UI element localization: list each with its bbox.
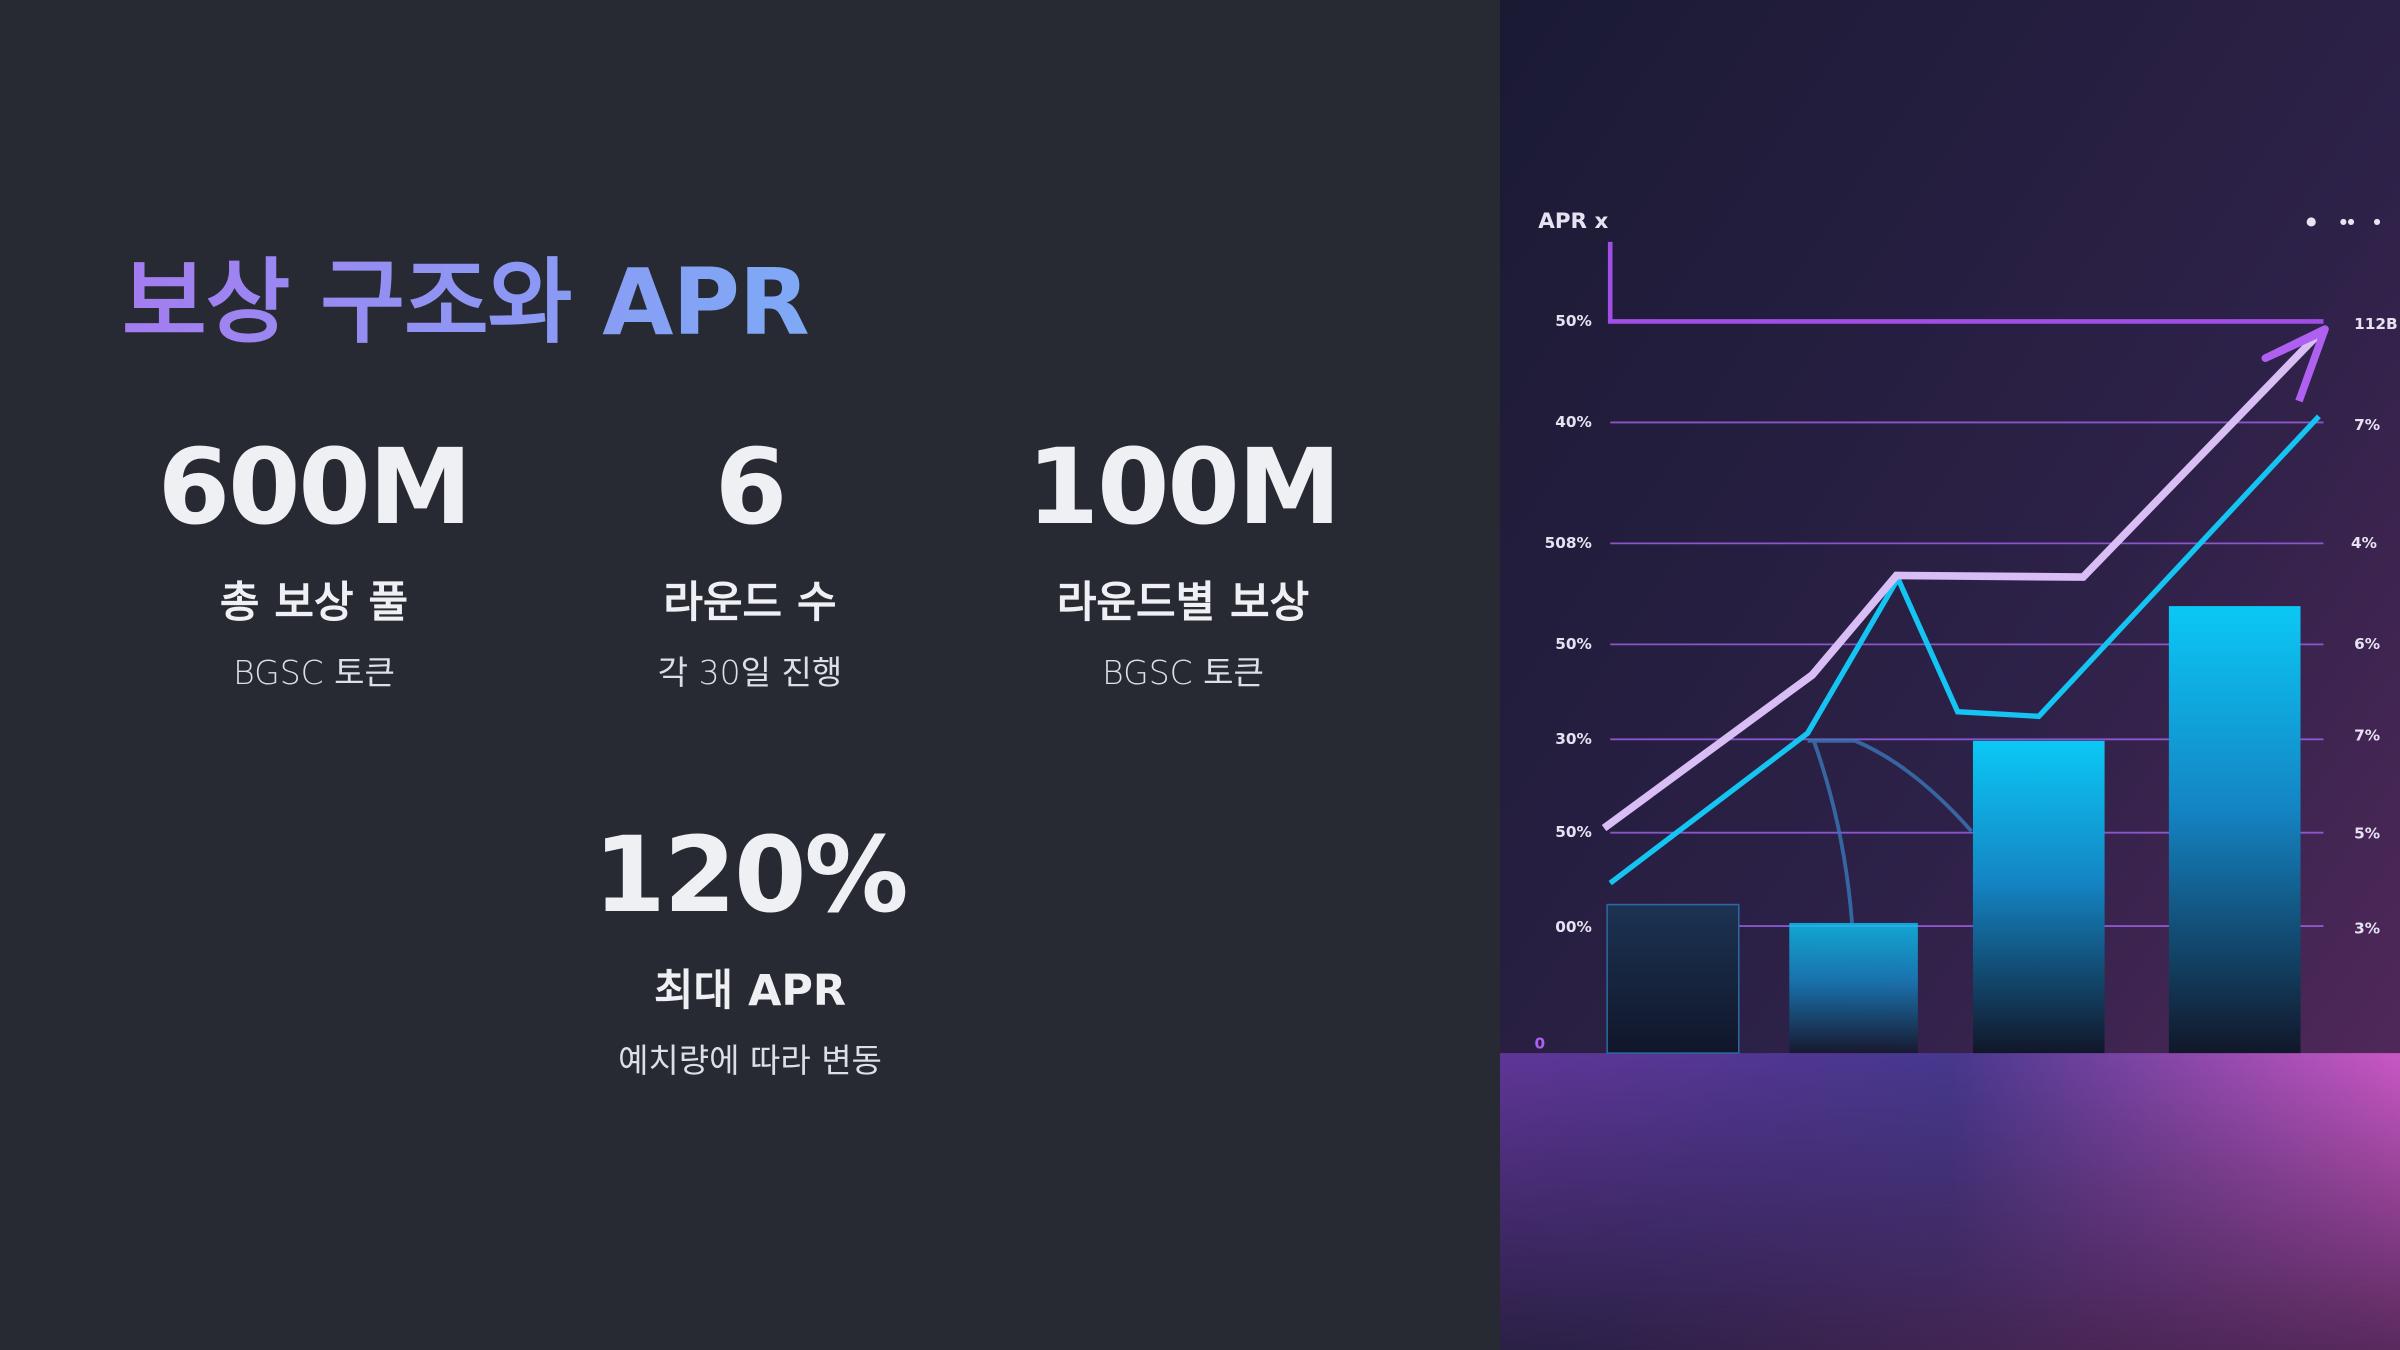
stat: 120% 최대 APR 예치량에 따라 변동 [530, 815, 970, 1083]
floor-glow [1500, 1053, 2400, 1350]
axis-label: 00% [1555, 918, 1592, 936]
stat: 6 라운드 수 각 30일 진행 [530, 427, 970, 695]
stat: 100M 라운드별 보상 BGSC 토큰 [963, 427, 1403, 695]
axis-label: 30% [1555, 730, 1592, 748]
stat-note: BGSC 토큰 [233, 653, 395, 692]
axis-label: 508% [1545, 534, 1592, 552]
axis-label: 6% [2354, 635, 2380, 653]
axis-label: 50% [1555, 823, 1592, 841]
stat-value: 600M [157, 426, 473, 548]
stat-label: 라운드별 보상 [1056, 578, 1310, 628]
slide-title: 보상 구조와 APR [122, 249, 810, 356]
axis-label: 4% [2351, 534, 2377, 552]
axis-bracket [1607, 241, 2324, 324]
axis-label: 3% [2354, 920, 2380, 938]
stat-value: 6 [714, 426, 787, 548]
stat-label: 라운드 수 [663, 578, 837, 628]
icons [2306, 217, 2381, 227]
stat-note: 각 30일 진행 [657, 653, 843, 692]
axis-label: 7% [2354, 416, 2380, 434]
content-panel: 보상 구조와 APR 600M 총 보상 풀 BGSC 토큰 6 라운드 수 각… [94, 249, 1403, 1083]
arrow-head [2261, 325, 2329, 403]
stat-note: BGSC 토큰 [1102, 653, 1264, 692]
trend-line [1601, 331, 2322, 832]
stat-value: 100M [1026, 426, 1342, 548]
stat-label: 총 보상 풀 [219, 578, 409, 628]
axis-label: 7% [2354, 727, 2380, 745]
axis-label: 5% [2354, 825, 2380, 843]
bars [1606, 606, 2301, 1054]
axis-label: 50% [1555, 635, 1592, 653]
stat: 600M 총 보상 풀 BGSC 토큰 [94, 427, 534, 695]
stat-label: 최대 APR [654, 966, 846, 1016]
stat-value: 120% [593, 814, 908, 936]
chart-illustration: APR x 50% 40% 508% 50% 30% 50% 00% 112B … [1500, 0, 2400, 1350]
illustration-title: APR x [1538, 209, 1608, 234]
zero-label: 0 [1534, 1034, 1545, 1052]
axis-label: 40% [1555, 413, 1592, 431]
axis-label: 50% [1555, 312, 1592, 330]
trend-line [1608, 414, 2321, 886]
axis-label: 112B [2354, 315, 2398, 333]
stat-note: 예치량에 따라 변동 [618, 1041, 882, 1080]
trace [1807, 738, 1973, 924]
